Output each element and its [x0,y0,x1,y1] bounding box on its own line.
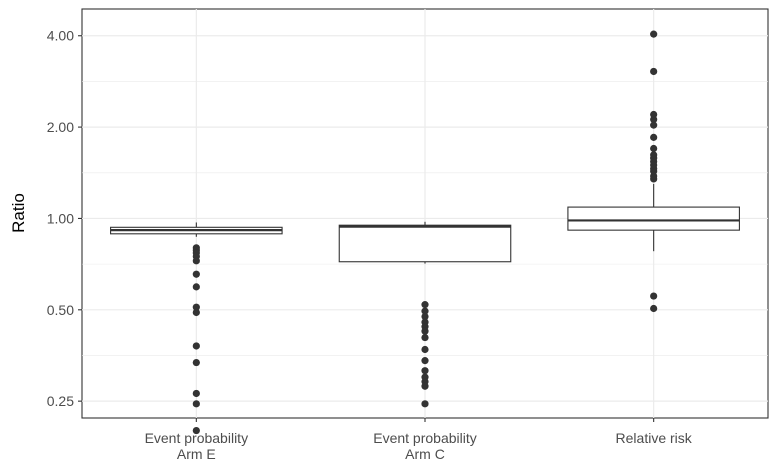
outlier-point [192,426,200,435]
outlier-point [650,304,658,313]
y-tick-label: 0.25 [47,393,74,409]
box-group [110,222,283,435]
x-tick-label: Event probability [373,430,477,446]
outlier-point [650,110,658,119]
outlier-point [650,151,658,159]
box-group [338,221,512,408]
outlier-point [421,301,429,309]
outlier-point [192,400,200,408]
outlier-point [192,283,200,291]
y-tick-label: 1.00 [47,210,74,226]
x-tick-label-line2: Arm E [177,446,216,462]
outlier-point [192,308,200,317]
outlier-point [650,133,658,141]
y-tick-label: 4.00 [47,28,74,44]
outlier-point [421,312,429,321]
outlier-point [192,270,200,278]
box [567,206,740,231]
outlier-point [192,358,200,367]
outlier-point [192,303,200,311]
y-axis-title: Ratio [9,193,28,233]
outlier-point [421,345,429,354]
outlier-point [421,333,429,342]
x-tick-label-line2: Arm C [405,446,445,462]
x-tick-label: Event probability [145,430,249,446]
outlier-point [650,121,658,129]
outlier-point [421,400,429,408]
outlier-point [650,292,658,300]
y-tick-label: 0.50 [47,302,74,318]
outlier-point [421,307,429,315]
outlier-point [192,389,200,398]
box [338,224,512,263]
y-axis: 0.25 0.50 1.00 2.00 4.00 [47,28,82,409]
outlier-point [650,67,658,76]
outlier-point [421,357,429,365]
y-tick-label: 2.00 [47,119,74,135]
box-group [567,30,740,313]
boxes-layer [110,30,740,435]
outlier-point [421,382,429,390]
outlier-point [650,144,658,153]
outlier-point [650,30,658,38]
outlier-point [192,342,200,350]
outlier-point [421,367,429,375]
outlier-point [192,257,200,265]
x-tick-label: Relative risk [616,430,693,446]
outlier-point [421,327,429,335]
